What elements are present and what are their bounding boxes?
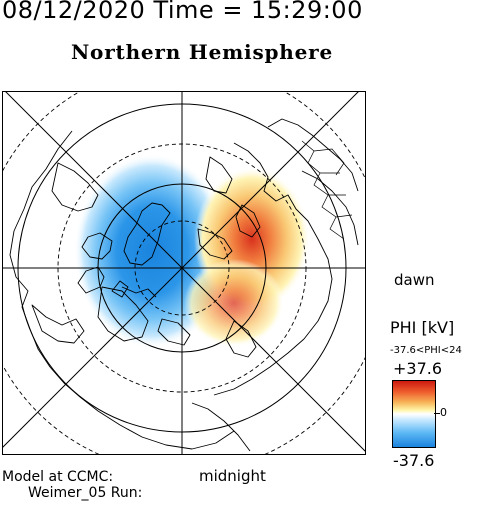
coastline-scandinavia bbox=[205, 156, 261, 238]
coastline-bay bbox=[97, 286, 149, 342]
colorbar-zero-tick bbox=[434, 413, 440, 414]
positive-cell-tail bbox=[184, 259, 284, 347]
model-line-2: Weimer_05 Run: bbox=[28, 485, 143, 501]
page-title: 08/12/2020 Time = 15:29:00 bbox=[2, 0, 363, 24]
midnight-label: midnight bbox=[199, 467, 266, 485]
coastline-hudson-region bbox=[51, 162, 99, 212]
coastline-alaska bbox=[31, 304, 85, 344]
model-line-1: Model at CCMC: bbox=[2, 469, 114, 485]
polar-potential-map bbox=[2, 91, 366, 455]
coastline-strait bbox=[121, 286, 157, 298]
coastline-island bbox=[157, 318, 191, 346]
colorbar-zero-label: 0 bbox=[440, 406, 447, 419]
coastline-siberia bbox=[267, 118, 359, 192]
dawn-label: dawn bbox=[394, 271, 435, 289]
coastline-south-shore bbox=[191, 402, 251, 452]
longitude-lines bbox=[2, 91, 366, 455]
colorbar bbox=[392, 380, 436, 448]
meridian-line bbox=[4, 91, 366, 453]
colorbar-max-label: +37.6 bbox=[393, 359, 443, 378]
coastlines bbox=[9, 118, 359, 452]
coastline-greenland bbox=[123, 202, 171, 266]
grid-box-line bbox=[301, 140, 345, 240]
coastline-svalbard bbox=[197, 228, 233, 260]
grid-box-lines bbox=[301, 140, 353, 240]
coastline-north-america bbox=[9, 130, 235, 450]
coastline-kamchatka bbox=[301, 170, 359, 246]
coastline-eurasia bbox=[213, 142, 333, 396]
coastline-island bbox=[225, 320, 257, 358]
meridian-line bbox=[2, 91, 360, 449]
colorbar-min-label: -37.6 bbox=[393, 451, 435, 470]
coastline-arctic-islands bbox=[77, 232, 129, 298]
colorbar-range: -37.6<PHI<24 bbox=[390, 345, 462, 356]
grid-box-line bbox=[313, 148, 353, 218]
map-frame bbox=[2, 91, 366, 455]
hemisphere-subtitle: Northern Hemisphere bbox=[70, 40, 334, 64]
colorbar-title: PHI [kV] bbox=[390, 318, 455, 337]
